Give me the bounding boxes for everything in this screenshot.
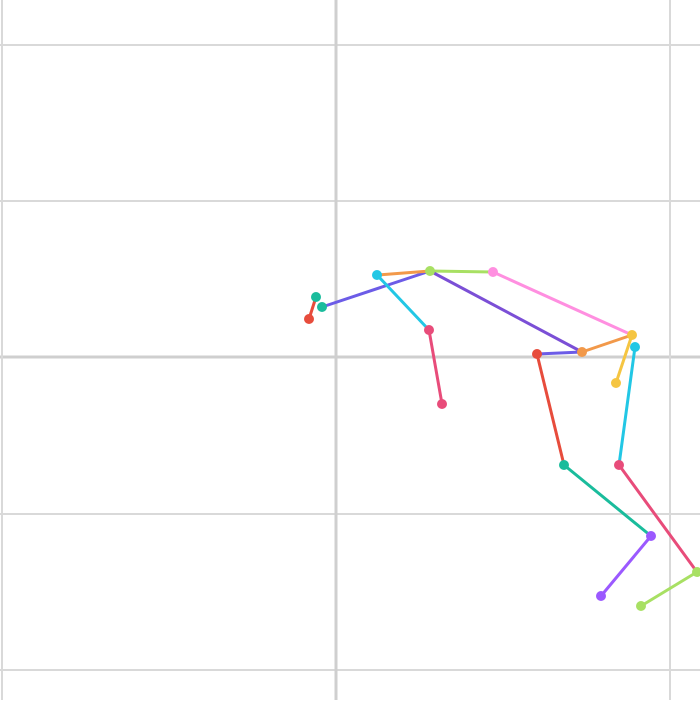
joint-hip-right-b xyxy=(630,342,640,352)
joint-shoulder-center xyxy=(425,266,435,276)
joint-neck-right xyxy=(317,302,327,312)
bone-knee-left-to-ankle-left xyxy=(562,463,653,538)
joint-knee-left xyxy=(559,460,569,470)
skeleton-joints xyxy=(304,266,700,611)
bone-shoulder-center-to-shoulder-right-a xyxy=(428,269,495,274)
joint-wrist-left xyxy=(437,399,447,409)
bone-pelvis-top-to-thigh-right-end xyxy=(614,333,634,385)
bone-elbow-left-to-wrist-left xyxy=(427,328,444,406)
joint-ankle-left xyxy=(646,531,656,541)
bone-hip-right-b-to-knee-right xyxy=(617,345,637,467)
skeleton-bones xyxy=(307,269,699,608)
bone-ankle-right-to-foot-right xyxy=(639,570,699,608)
bone-hip-center-to-hip-right-a xyxy=(535,350,584,356)
joint-foot-right xyxy=(636,601,646,611)
joint-foot-left xyxy=(596,591,606,601)
joint-thigh-right-end xyxy=(611,378,621,388)
joint-shoulder-left-a xyxy=(372,270,382,280)
joint-hip-center xyxy=(532,349,542,359)
bone-ankle-left-to-foot-left xyxy=(599,534,653,598)
bone-knee-right-to-ankle-right xyxy=(617,463,699,574)
bone-hip-right-a-to-pelvis-top xyxy=(580,333,634,354)
joint-hip-right-a xyxy=(577,347,587,357)
joint-knee-right xyxy=(614,460,624,470)
bone-shoulder-right-a-to-pelvis-top xyxy=(491,270,634,337)
joint-ankle-right xyxy=(692,567,700,577)
bone-shoulder-center-to-hip-right-a xyxy=(428,269,584,354)
joint-head-top-left xyxy=(304,314,314,324)
joint-shoulder-right-a xyxy=(488,267,498,277)
joint-pelvis-top xyxy=(627,330,637,340)
joint-elbow-left xyxy=(424,325,434,335)
joint-neck-left xyxy=(311,292,321,302)
bone-hip-center-to-knee-left xyxy=(535,352,566,467)
bone-shoulder-left-a-to-elbow-left xyxy=(375,273,431,332)
bone-neck-right-to-shoulder-center xyxy=(320,269,432,309)
bone-shoulder-left-a-to-shoulder-center xyxy=(375,269,432,277)
